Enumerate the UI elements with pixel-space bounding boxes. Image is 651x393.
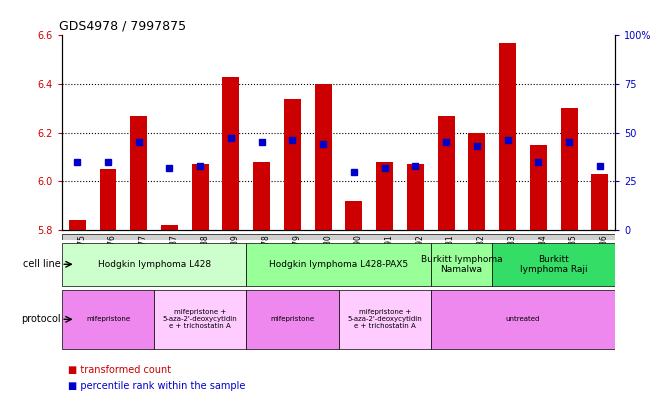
Text: Burkitt
lymphoma Raji: Burkitt lymphoma Raji <box>520 255 587 274</box>
Bar <box>376 162 393 230</box>
FancyBboxPatch shape <box>62 290 154 349</box>
Bar <box>469 132 485 230</box>
Text: ■ transformed count: ■ transformed count <box>68 365 171 375</box>
Bar <box>223 77 240 230</box>
Text: GSM1081189: GSM1081189 <box>231 234 240 285</box>
Text: GSM1081179: GSM1081179 <box>292 234 301 285</box>
Text: GSM1081192: GSM1081192 <box>415 234 424 285</box>
Bar <box>499 43 516 230</box>
FancyBboxPatch shape <box>431 242 492 286</box>
Text: GDS4978 / 7997875: GDS4978 / 7997875 <box>59 20 186 33</box>
FancyBboxPatch shape <box>62 234 615 240</box>
Text: GSM1081175: GSM1081175 <box>77 234 86 285</box>
FancyBboxPatch shape <box>339 290 431 349</box>
Text: GSM1081182: GSM1081182 <box>477 234 486 285</box>
Text: GSM1081187: GSM1081187 <box>169 234 178 285</box>
Text: GSM1081185: GSM1081185 <box>569 234 578 285</box>
Text: GSM1081190: GSM1081190 <box>354 234 363 285</box>
Text: GSM1081180: GSM1081180 <box>323 234 332 285</box>
Text: cell line: cell line <box>23 259 61 269</box>
Text: GSM1081181: GSM1081181 <box>446 234 455 285</box>
Text: mifepristone: mifepristone <box>270 316 314 322</box>
Bar <box>314 84 331 230</box>
Text: GSM1081184: GSM1081184 <box>538 234 547 285</box>
Text: protocol: protocol <box>21 314 61 324</box>
FancyBboxPatch shape <box>154 290 246 349</box>
Text: GSM1081177: GSM1081177 <box>139 234 148 285</box>
Text: GSM1081178: GSM1081178 <box>262 234 271 285</box>
Text: mifepristone +
5-aza-2'-deoxycytidin
e + trichostatin A: mifepristone + 5-aza-2'-deoxycytidin e +… <box>163 309 238 329</box>
Text: Hodgkin lymphoma L428-PAX5: Hodgkin lymphoma L428-PAX5 <box>269 260 408 269</box>
FancyBboxPatch shape <box>246 242 431 286</box>
Text: mifepristone: mifepristone <box>86 316 130 322</box>
Text: GSM1081188: GSM1081188 <box>200 234 209 285</box>
Bar <box>530 145 547 230</box>
Bar <box>130 116 147 230</box>
Text: GSM1081176: GSM1081176 <box>108 234 117 285</box>
Text: untreated: untreated <box>506 316 540 322</box>
Text: GSM1081183: GSM1081183 <box>508 234 517 285</box>
Bar <box>253 162 270 230</box>
Bar <box>69 220 86 230</box>
Bar <box>591 174 608 230</box>
FancyBboxPatch shape <box>492 242 615 286</box>
Bar <box>161 225 178 230</box>
Bar <box>561 108 577 230</box>
Bar <box>284 99 301 230</box>
Text: mifepristone +
5-aza-2'-deoxycytidin
e + trichostatin A: mifepristone + 5-aza-2'-deoxycytidin e +… <box>347 309 422 329</box>
Text: GSM1081191: GSM1081191 <box>385 234 394 285</box>
Bar <box>437 116 454 230</box>
FancyBboxPatch shape <box>62 242 246 286</box>
Text: GSM1081186: GSM1081186 <box>600 234 609 285</box>
Bar <box>192 164 208 230</box>
Text: Hodgkin lymphoma L428: Hodgkin lymphoma L428 <box>98 260 211 269</box>
FancyBboxPatch shape <box>431 290 615 349</box>
Text: ■ percentile rank within the sample: ■ percentile rank within the sample <box>68 381 245 391</box>
Bar <box>100 169 117 230</box>
FancyBboxPatch shape <box>246 290 339 349</box>
Text: Burkitt lymphoma
Namalwa: Burkitt lymphoma Namalwa <box>421 255 503 274</box>
Bar <box>407 164 424 230</box>
Bar <box>346 201 363 230</box>
